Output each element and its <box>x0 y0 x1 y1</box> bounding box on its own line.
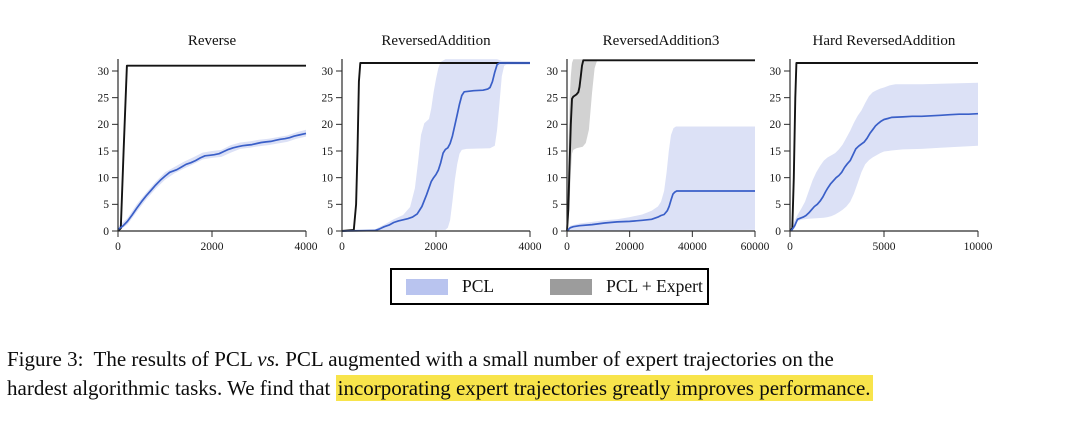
expert-line <box>341 62 530 232</box>
y-tick-label: 5 <box>552 199 558 211</box>
expert-line <box>566 59 755 232</box>
y-tick-label: 25 <box>98 92 110 104</box>
y-tick-label: 0 <box>552 226 558 238</box>
pcl-band <box>567 126 755 231</box>
chart-title: Reverse <box>187 33 237 49</box>
pcl-band <box>790 82 978 231</box>
chart-reverse: Reverse 0 5 10 15 20 25 30 0 2000 4000 <box>78 30 328 265</box>
x-tick-label: 0 <box>564 241 570 253</box>
y-tick-label: 5 <box>103 199 109 211</box>
y-tick-label: 5 <box>775 199 781 211</box>
y-tick-label: 0 <box>775 226 781 238</box>
y-tick-label: 10 <box>770 172 782 184</box>
x-tick-label: 0 <box>787 241 793 253</box>
pcl-line <box>341 62 530 232</box>
y-tick-label: 15 <box>770 146 782 158</box>
chart-title: ReversedAddition3 <box>602 33 720 49</box>
pcl-line <box>789 112 979 232</box>
x-tick-label: 0 <box>339 241 345 253</box>
caption-text-3: hardest algorithmic tasks. We find that <box>7 375 336 400</box>
chart-reversed-addition3: ReversedAddition3 0 5 10 15 20 25 30 0 20000 4000… <box>527 30 777 265</box>
x-tick-label: 4000 <box>519 241 542 253</box>
chart-reversed-addition: ReversedAddition 0 5 10 15 20 25 30 0 2000 4000 <box>302 30 552 265</box>
pcl-band <box>118 129 306 231</box>
expert-line <box>117 64 306 232</box>
pcl-legend-label: PCL <box>462 276 495 296</box>
y-tick-label: 30 <box>98 66 110 78</box>
y-tick-label: 15 <box>547 146 559 158</box>
chart-reverse-plot: 0 5 10 15 20 25 30 0 2000 4000 <box>98 59 318 253</box>
y-tick-label: 30 <box>547 66 559 78</box>
y-tick-label: 20 <box>770 119 782 131</box>
pcl-line <box>566 190 755 232</box>
x-tick-label: 0 <box>115 241 121 253</box>
chart-title: Hard ReversedAddition <box>812 33 956 49</box>
x-tick-label: 4000 <box>295 241 318 253</box>
y-tick-label: 30 <box>322 66 334 78</box>
y-tick-label: 0 <box>327 226 333 238</box>
y-tick-label: 20 <box>547 119 559 131</box>
y-tick-label: 25 <box>770 92 782 104</box>
chart-title: ReversedAddition <box>381 33 491 49</box>
caption-highlight: incorporating expert trajectories greatl… <box>335 374 873 401</box>
chart-reversed-addition-plot: 0 5 10 15 20 25 30 0 2000 4000 <box>322 59 542 253</box>
pcl-legend-swatch <box>406 278 448 295</box>
caption-vs: vs. <box>257 347 280 371</box>
pcl-line <box>117 132 307 231</box>
figure-caption: Figure 3: The results of PCL vs. PCL aug… <box>7 345 1080 402</box>
caption-text-1: Figure 3: The results of PCL <box>7 347 258 371</box>
y-tick-label: 10 <box>547 172 559 184</box>
pcl-band <box>342 59 530 231</box>
y-tick-label: 30 <box>770 66 782 78</box>
chart-reversed-addition3-plot: 0 5 10 15 20 25 30 0 20000 40000 60000 <box>547 59 770 253</box>
pcl-expert-legend-swatch <box>550 278 593 295</box>
y-tick-label: 15 <box>322 146 334 158</box>
y-tick-label: 0 <box>103 226 109 238</box>
y-tick-label: 15 <box>98 146 110 158</box>
caption-text-2: PCL augmented with a small number of exp… <box>280 347 834 371</box>
y-tick-label: 25 <box>322 92 334 104</box>
x-tick-label: 2000 <box>201 241 224 253</box>
x-tick-label: 60000 <box>741 241 770 253</box>
legend: PCL PCL + Expert <box>390 268 709 305</box>
x-tick-label: 5000 <box>873 241 896 253</box>
pcl-expert-legend-label: PCL + Expert <box>606 276 703 296</box>
x-tick-label: 10000 <box>964 241 993 253</box>
x-tick-label: 2000 <box>425 241 448 253</box>
x-tick-label: 40000 <box>678 241 707 253</box>
expert-band <box>567 59 755 231</box>
chart-hard-reversed-addition-plot: 0 5 10 15 20 25 30 0 5000 10000 <box>770 59 993 253</box>
y-tick-label: 25 <box>547 92 559 104</box>
y-tick-label: 20 <box>322 119 334 131</box>
y-tick-label: 20 <box>98 119 110 131</box>
y-tick-label: 10 <box>322 172 334 184</box>
chart-hard-reversed-addition: Hard ReversedAddition 0 5 10 15 20 25 30 0 5000 1… <box>750 30 1000 265</box>
y-tick-label: 10 <box>98 172 110 184</box>
y-tick-label: 5 <box>327 199 333 211</box>
x-tick-label: 20000 <box>615 241 644 253</box>
